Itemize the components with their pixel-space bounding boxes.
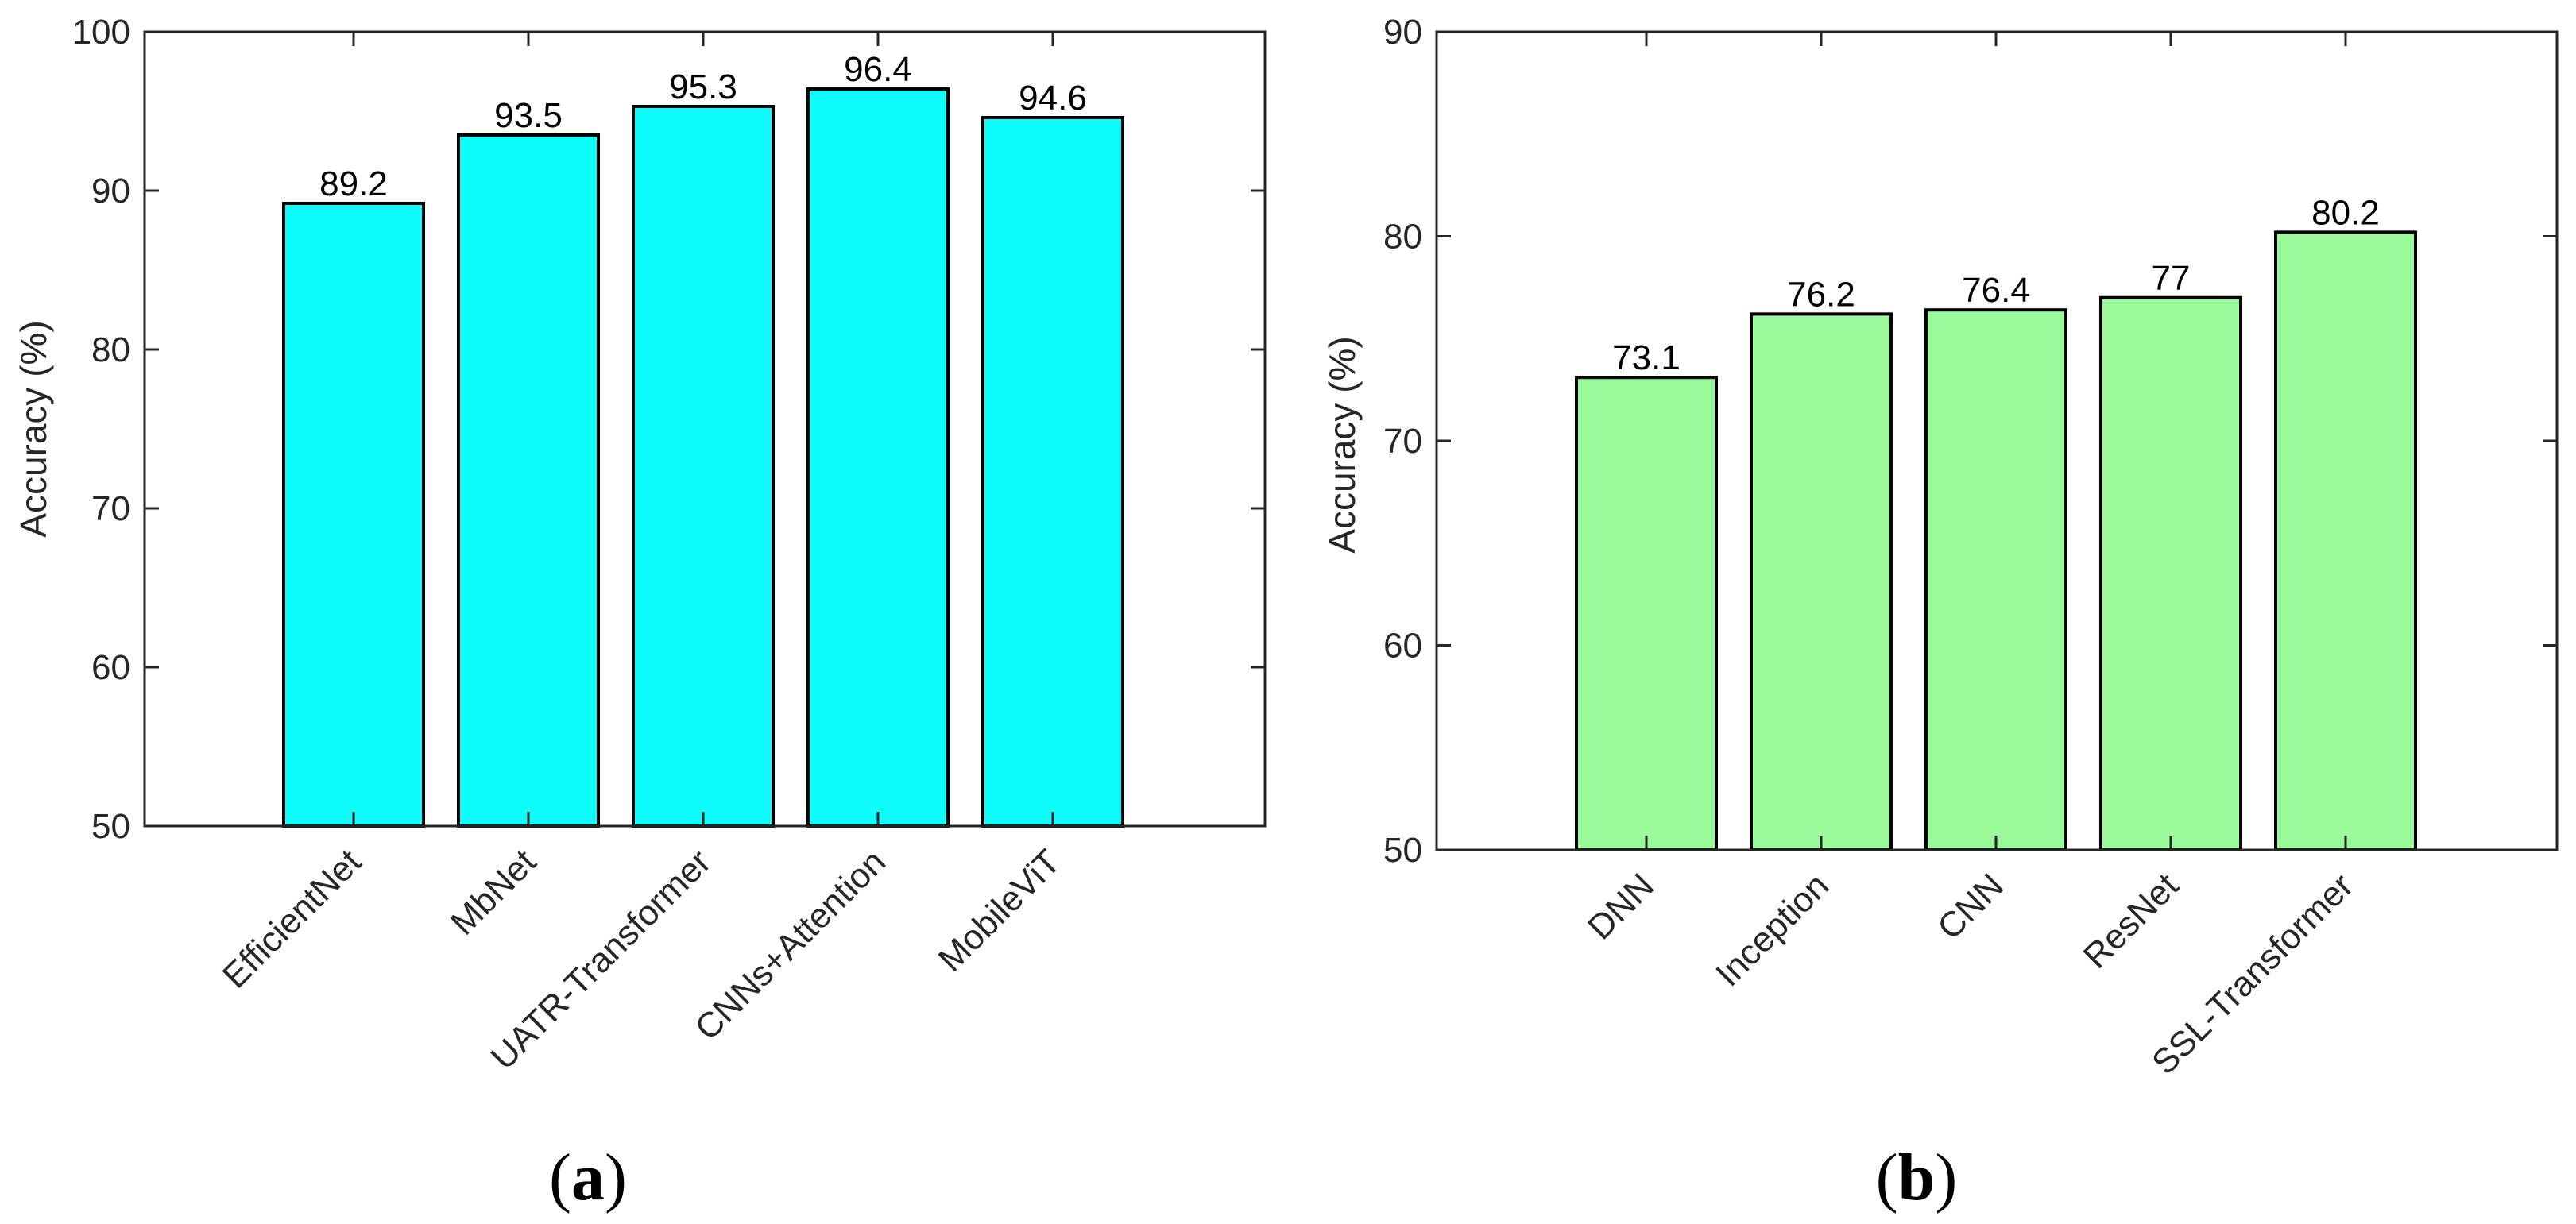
panel-a-chart: 89.2 93.5 95.3 96.4 94.6 50 60 70 80 90 100 Effic… xyxy=(13,13,1267,1214)
panel-a-data-label-1: 93.5 xyxy=(494,96,563,135)
panel-a-bar-2 xyxy=(632,105,775,828)
panel-b-data-label-1: 76.2 xyxy=(1787,275,1855,314)
panel-a-bar-0 xyxy=(282,202,425,828)
panel-a-data-label-4: 94.6 xyxy=(1019,79,1087,118)
panel-b-bar-3 xyxy=(2099,295,2242,851)
panel-b-data-labels: 73.1 76.2 76.4 77 80.2 xyxy=(1612,193,2380,377)
panel-b-y-tick-labels: 50 60 70 80 90 xyxy=(1383,13,1422,870)
panel-a-data-label-0: 89.2 xyxy=(319,164,388,203)
panel-a-axes-box xyxy=(143,30,1267,828)
panel-b-ytick-label-2: 70 xyxy=(1383,422,1422,461)
panel-b-caption: (b) xyxy=(1876,1141,1958,1214)
panel-a-ytick-label-5: 100 xyxy=(72,13,130,52)
panel-b-axes xyxy=(1435,30,2559,851)
panel-a-bar-1 xyxy=(457,133,600,828)
panel-a-y-tick-labels: 50 60 70 80 90 100 xyxy=(72,13,130,846)
panel-a-category-label-3: CNNs+Attention xyxy=(687,842,893,1048)
panel-b-bar-2 xyxy=(1924,308,2067,851)
panel-b-data-label-2: 76.4 xyxy=(1962,271,2030,310)
panel-b-category-label-2: CNN xyxy=(1930,866,2011,947)
panel-b-bar-4 xyxy=(2274,230,2417,852)
panel-a-data-label-3: 96.4 xyxy=(844,50,912,89)
panel-a-ytick-label-1: 60 xyxy=(91,648,130,687)
panel-b-ytick-label-4: 90 xyxy=(1383,13,1422,52)
panel-a-axes xyxy=(143,30,1267,828)
panel-b-bar-0 xyxy=(1575,376,1718,851)
panel-b-ytick-label-1: 60 xyxy=(1383,627,1422,666)
panel-a-ytick-label-2: 70 xyxy=(91,489,130,528)
panel-b-bars xyxy=(1575,230,2417,852)
panel-a-category-label-1: MbNet xyxy=(443,842,543,942)
panel-b-chart: 73.1 76.2 76.4 77 80.2 50 60 70 80 90 DNN Incepti… xyxy=(1321,13,2559,1214)
panel-b-ytick-label-0: 50 xyxy=(1383,831,1422,870)
panel-a-bars xyxy=(282,87,1124,828)
panel-b-y-axis-title: Accuracy (%) xyxy=(1321,336,1363,553)
panel-a-y-axis-title: Accuracy (%) xyxy=(13,320,54,537)
panel-b-ytick-label-3: 80 xyxy=(1383,218,1422,257)
panel-a-ytick-label-0: 50 xyxy=(91,807,130,846)
panel-a-bar-4 xyxy=(981,116,1124,828)
panel-a-caption: (a) xyxy=(549,1141,627,1214)
panel-a-category-label-4: MobileViT xyxy=(931,842,1068,979)
panel-a-data-labels: 89.2 93.5 95.3 96.4 94.6 xyxy=(319,50,1087,203)
panel-b-data-label-0: 73.1 xyxy=(1612,338,1681,377)
panel-a-data-label-2: 95.3 xyxy=(669,68,737,106)
panel-b-category-label-1: Inception xyxy=(1708,866,1836,994)
panel-a-ytick-label-3: 80 xyxy=(91,330,130,369)
panel-a-category-label-0: EfficientNet xyxy=(215,842,369,995)
panel-b-category-label-0: DNN xyxy=(1580,866,1661,947)
panel-a-ytick-label-4: 90 xyxy=(91,172,130,210)
panel-b-bar-1 xyxy=(1750,312,1893,852)
panel-b-data-label-3: 77 xyxy=(2152,259,2191,298)
panel-b-data-label-4: 80.2 xyxy=(2311,193,2380,232)
panel-a-category-labels: EfficientNet MbNetUATR-TransformerCNNs+At… xyxy=(215,842,1068,1077)
panel-b-category-label-3: ResNet xyxy=(2076,866,2186,975)
panel-a-bar-3 xyxy=(806,87,950,828)
